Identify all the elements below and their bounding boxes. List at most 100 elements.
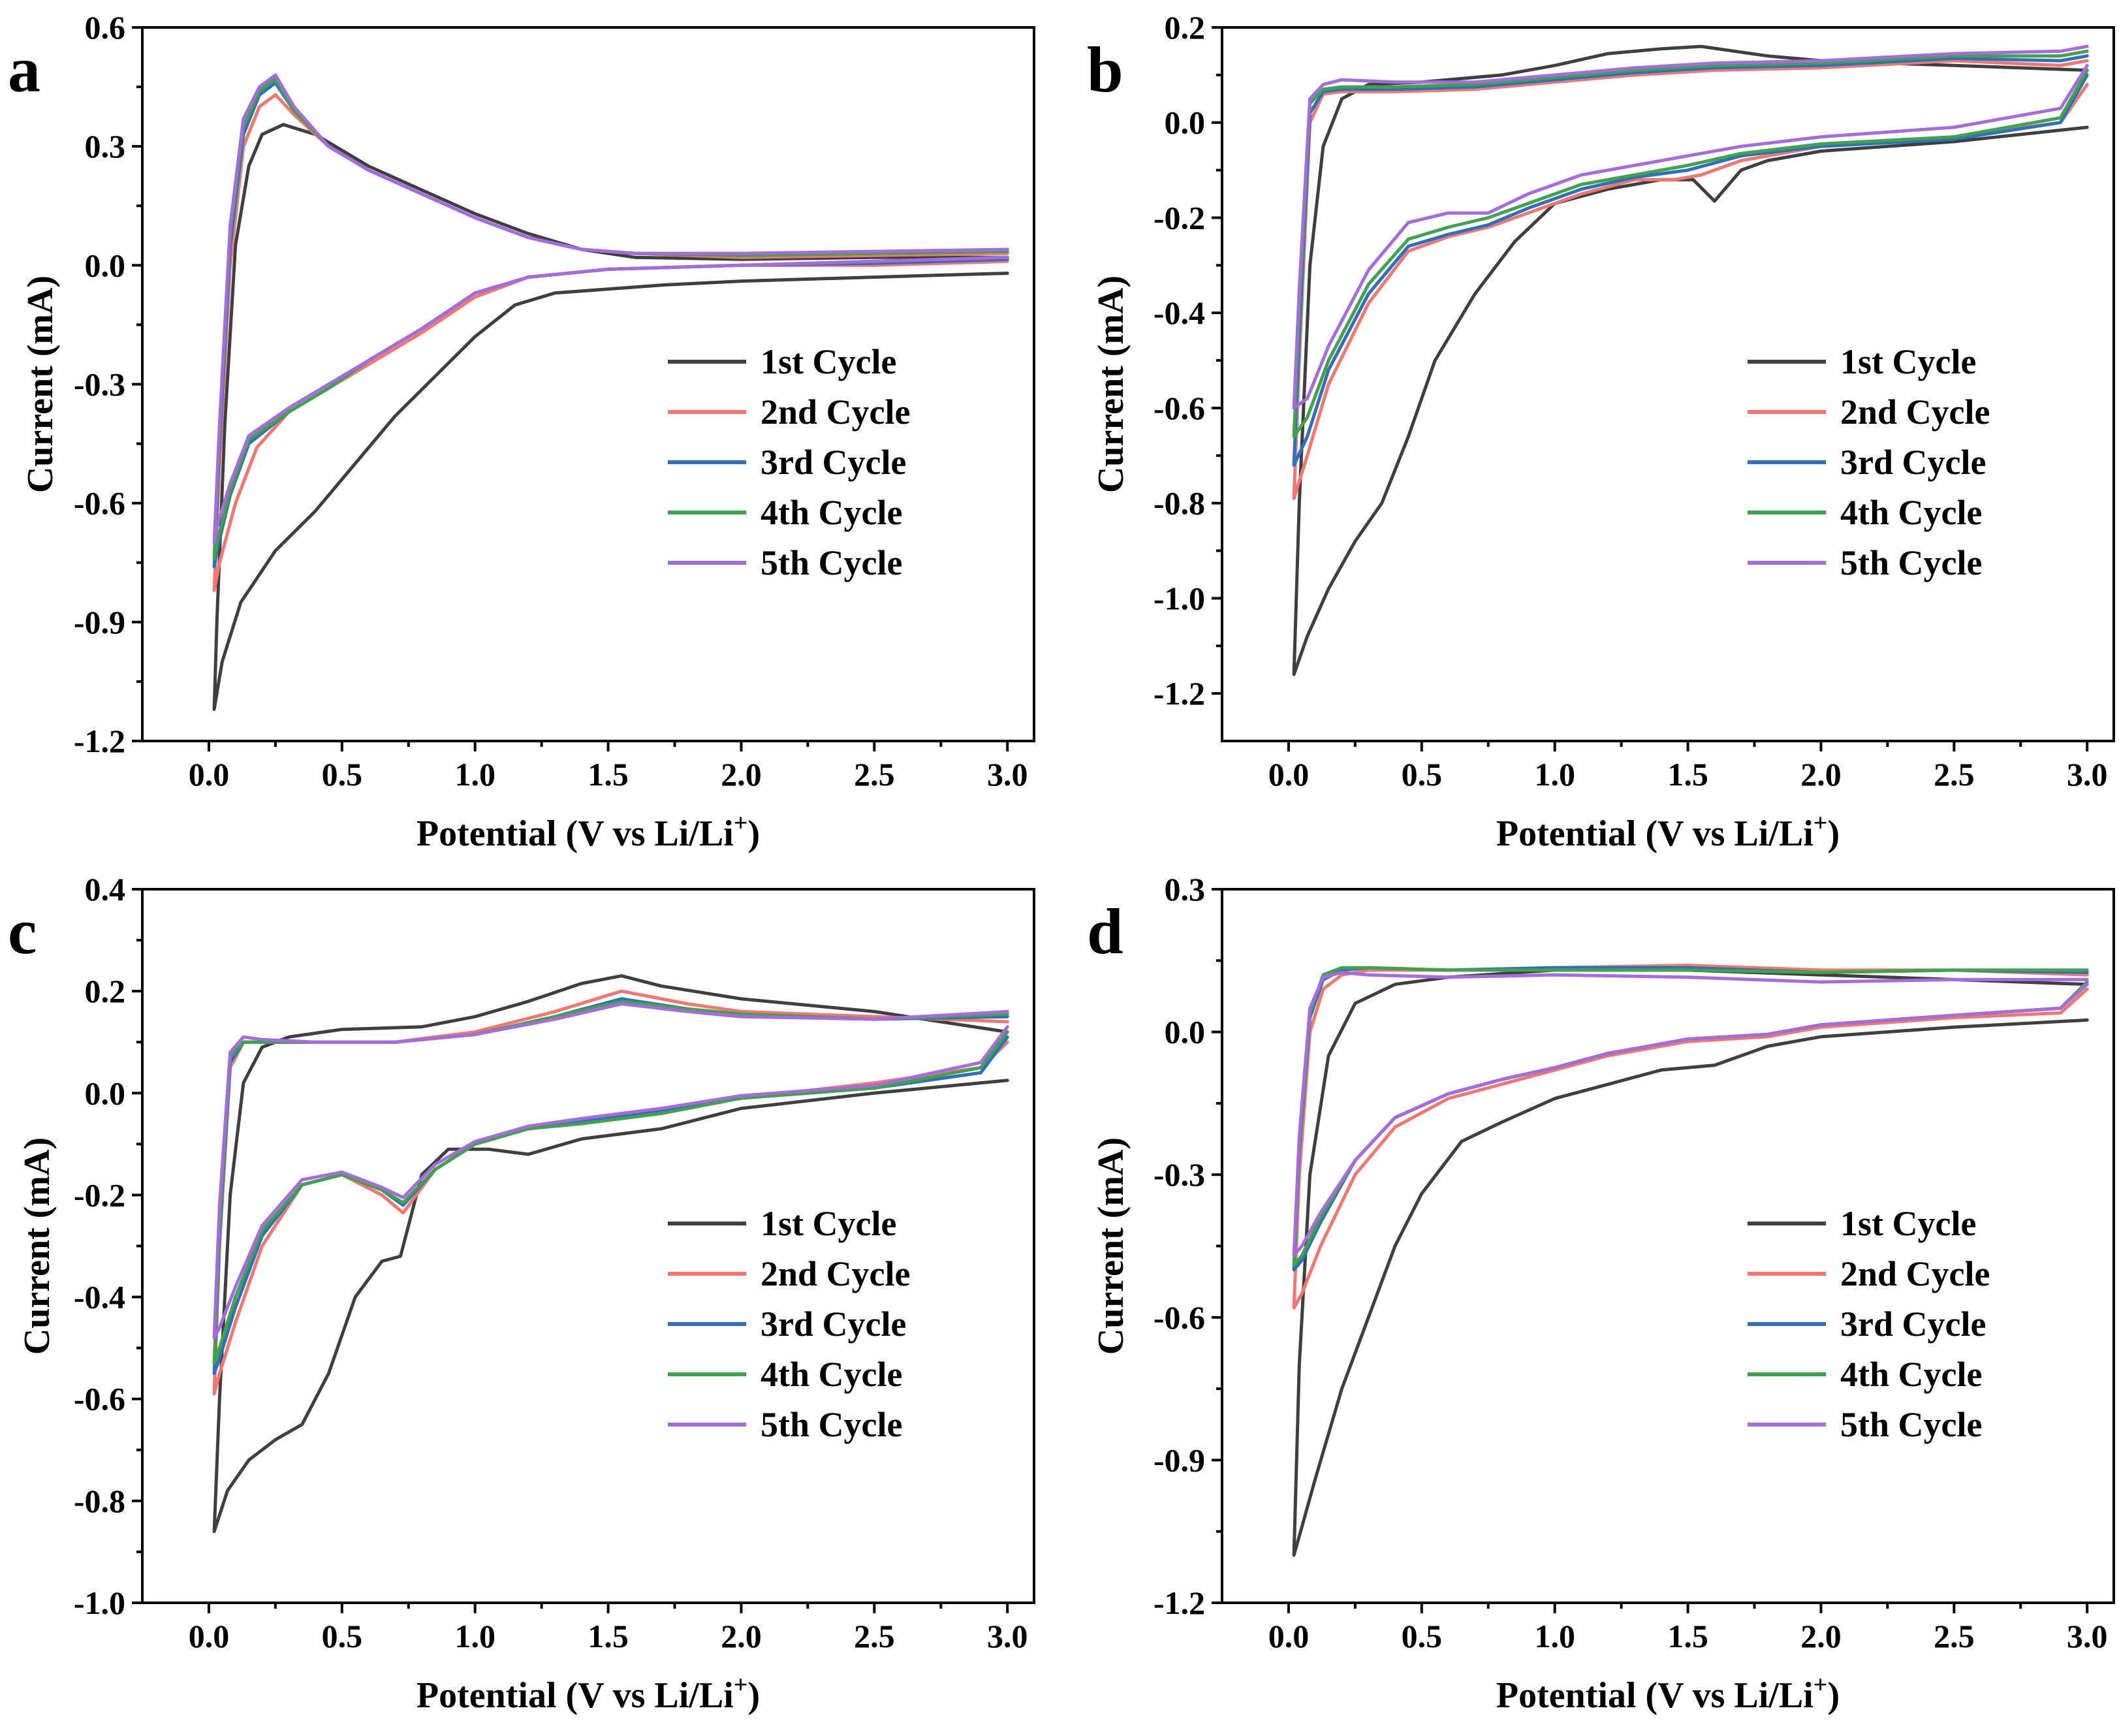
x-axis-title-superscript: + — [1813, 810, 1828, 837]
legend-label: 3rd Cycle — [761, 443, 906, 482]
x-tick-label: 1.0 — [454, 756, 495, 793]
x-tick-label: 0.0 — [189, 756, 230, 793]
legend-label: 3rd Cycle — [761, 1304, 906, 1344]
legend: 1st Cycle 2nd Cycle 3rd Cycle 4th Cycle 5th … — [1748, 1204, 1990, 1444]
y-tick-label: -0.2 — [74, 1176, 125, 1213]
panel-label: b — [1087, 33, 1123, 106]
y-tick-label: -0.4 — [74, 1279, 125, 1316]
x-axis-title: Potential (V vs Li/Li+) — [416, 1671, 760, 1716]
x-tick-label: 2.0 — [1800, 1618, 1842, 1654]
y-tick-label: -0.4 — [1154, 294, 1205, 331]
panel-d: 0.0 0.5 1.0 1.5 2.0 2.5 3.0 0.3 0.0 -0.3 -0.6 -0.9 -… — [1087, 871, 2115, 1716]
x-tick-label: 2.5 — [1934, 756, 1975, 793]
x-tick-label: 1.5 — [588, 756, 629, 793]
x-tick-label: 1.0 — [454, 1618, 495, 1654]
legend-label: 2nd Cycle — [761, 1254, 911, 1293]
x-tick-label: 3.0 — [2067, 756, 2108, 793]
legend-label: 3rd Cycle — [1840, 1304, 1986, 1344]
series-group — [1292, 964, 2089, 1557]
y-tick-label: -0.6 — [74, 485, 125, 522]
x-axis-title-superscript: + — [1813, 1671, 1828, 1699]
series-line-5th-cycle — [1292, 971, 2089, 1257]
x-axis-title: Potential (V vs Li/Li+) — [416, 810, 760, 854]
y-tick-label: -0.2 — [1154, 199, 1205, 236]
legend-label: 5th Cycle — [761, 1405, 902, 1444]
legend-label: 1st Cycle — [1840, 342, 1976, 381]
y-tick-label: -1.0 — [74, 1585, 125, 1621]
panel-a: 0.0 0.5 1.0 1.5 2.0 2.5 3.0 0.6 0.3 0.0 -0.3 -0.6 -0… — [8, 9, 1035, 854]
y-tick-label: 0.2 — [85, 973, 126, 1009]
plot-area-frame — [141, 888, 1035, 1604]
legend-label: 4th Cycle — [1840, 1355, 1982, 1394]
x-axis-title-main: Potential (V vs Li/Li — [416, 1675, 734, 1716]
x-axis-title-superscript: + — [734, 1671, 748, 1699]
y-axis-title: Current (mA) — [1091, 1137, 1131, 1355]
series-line-4th-cycle — [1292, 49, 2089, 439]
plot-area-frame — [1221, 26, 2115, 742]
x-tick-label: 0.0 — [189, 1618, 230, 1654]
x-axis-title-superscript: + — [734, 810, 748, 837]
x-axis-title-end: ) — [1827, 813, 1840, 854]
x-axis-title-main: Potential (V vs Li/Li — [416, 813, 734, 854]
legend-label: 4th Cycle — [1840, 493, 1982, 532]
x-axis-title-end: ) — [747, 1675, 760, 1716]
series-line-5th-cycle — [1292, 44, 2089, 410]
legend-label: 5th Cycle — [761, 543, 902, 582]
y-tick-label: -0.9 — [74, 604, 125, 640]
y-tick-label: -0.8 — [74, 1483, 125, 1519]
x-axis-title-main: Potential (V vs Li/Li — [1496, 813, 1813, 854]
x-axis-title-end: ) — [1827, 1675, 1840, 1716]
legend-label: 3rd Cycle — [1840, 443, 1986, 482]
series-line-5th-cycle — [212, 73, 1009, 544]
panel-c: 0.0 0.5 1.0 1.5 2.0 2.5 3.0 0.4 0.2 0.0 -0.2 -0.4 -0… — [8, 871, 1035, 1716]
plot-area-frame — [141, 26, 1035, 742]
x-tick-label: 1.5 — [1667, 1618, 1708, 1654]
y-tick-label: -1.2 — [1154, 1585, 1205, 1621]
legend-label: 1st Cycle — [1840, 1204, 1976, 1243]
y-axis-title: Current (mA) — [17, 1137, 57, 1355]
panel-label: c — [8, 895, 37, 968]
panel-label: d — [1087, 895, 1123, 968]
x-tick-label: 2.5 — [1934, 1618, 1975, 1654]
legend-label: 5th Cycle — [1840, 1405, 1982, 1444]
x-tick-label: 2.5 — [854, 1618, 895, 1654]
x-axis-title: Potential (V vs Li/Li+) — [1496, 810, 1840, 854]
y-tick-label: 0.0 — [1165, 1014, 1206, 1050]
x-tick-label: 0.0 — [1268, 756, 1310, 793]
y-tick-label: -1.0 — [1154, 580, 1205, 616]
x-tick-label: 1.5 — [588, 1618, 629, 1654]
y-axis-title: Current (mA) — [1091, 276, 1131, 493]
y-tick-label: -0.3 — [74, 366, 125, 403]
y-tick-label: -1.2 — [1154, 675, 1205, 712]
y-tick-label: -0.9 — [1154, 1442, 1205, 1478]
x-tick-label: 3.0 — [2067, 1618, 2108, 1654]
legend: 1st Cycle 2nd Cycle 3rd Cycle 4th Cycle 5th … — [668, 1204, 911, 1444]
series-line-1st-cycle — [212, 123, 1009, 711]
series-group — [212, 73, 1009, 711]
x-tick-label: 1.5 — [1667, 756, 1708, 793]
legend: 1st Cycle 2nd Cycle 3rd Cycle 4th Cycle 5th … — [1748, 342, 1990, 582]
y-tick-label: -0.3 — [1154, 1156, 1205, 1193]
series-line-3rd-cycle — [1292, 54, 2089, 467]
y-tick-label: 0.6 — [85, 9, 126, 46]
legend-label: 5th Cycle — [1840, 543, 1982, 582]
y-tick-label: -0.6 — [1154, 390, 1205, 426]
x-tick-label: 1.0 — [1534, 756, 1575, 793]
x-tick-label: 0.5 — [1402, 756, 1443, 793]
y-tick-label: 0.0 — [85, 247, 126, 283]
x-tick-label: 0.5 — [322, 1618, 363, 1654]
series-line-5th-cycle — [212, 1002, 1009, 1340]
x-axis-title-end: ) — [747, 813, 760, 854]
x-axis-title: Potential (V vs Li/Li+) — [1496, 1671, 1840, 1716]
series-line-4th-cycle — [212, 1000, 1009, 1365]
y-tick-label: 0.0 — [1165, 104, 1206, 141]
y-tick-label: -0.8 — [1154, 485, 1205, 522]
x-tick-label: 3.0 — [987, 756, 1028, 793]
series-line-2nd-cycle — [1292, 59, 2089, 500]
series-line-1st-cycle — [1292, 44, 2089, 676]
y-tick-label: -0.6 — [74, 1381, 125, 1417]
legend-label: 2nd Cycle — [761, 392, 911, 432]
y-tick-label: 0.3 — [1165, 871, 1206, 907]
y-tick-label: -1.2 — [74, 723, 125, 759]
legend-label: 2nd Cycle — [1840, 1254, 1990, 1293]
